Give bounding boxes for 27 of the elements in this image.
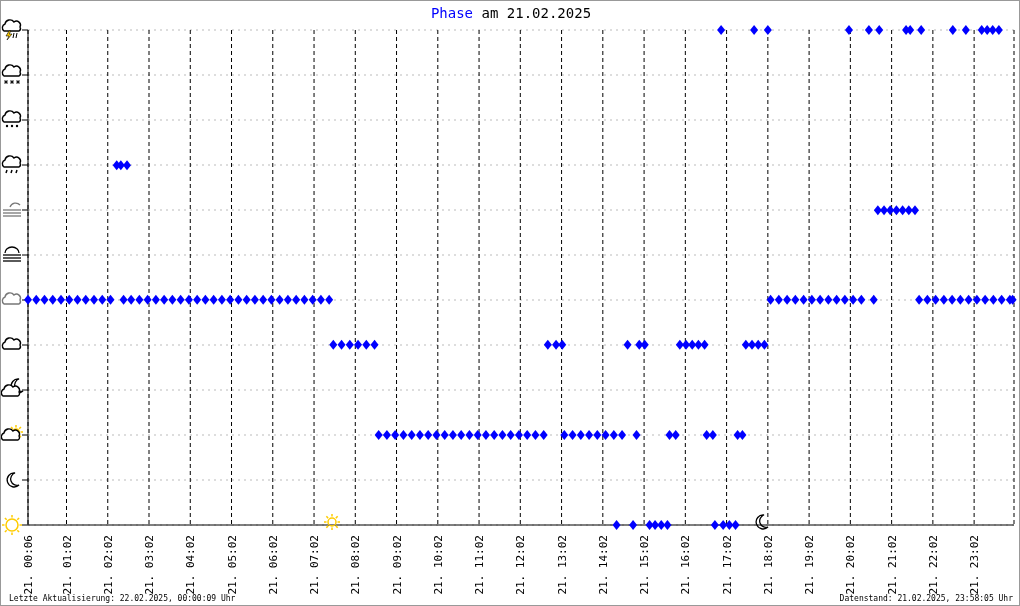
x-tick-label: 21. 16:02: [679, 535, 693, 595]
x-tick-label: 21. 03:02: [143, 535, 157, 595]
x-tick-label: 21. 21:02: [885, 535, 899, 595]
x-tick-label: 21. 00:06: [22, 535, 35, 595]
x-tick-label: 21. 19:02: [803, 535, 817, 595]
x-tick-label: 21. 13:02: [555, 535, 569, 595]
x-tick-label: 21. 15:02: [638, 535, 652, 595]
x-tick-label: 21. 17:02: [720, 535, 734, 595]
x-tick-label: 21. 18:02: [761, 535, 775, 595]
x-tick-label: 21. 01:02: [60, 535, 74, 595]
x-tick-label: 21. 23:02: [968, 535, 982, 595]
chart-title: Phase am 21.02.2025: [430, 5, 592, 21]
text: Letzte Aktualisierung: 22.02.2025, 00:00:09 Uhr: [9, 594, 236, 603]
x-tick-label: 21. 08:02: [349, 535, 363, 595]
x-tick-label: 21. 22:02: [926, 535, 940, 595]
x-tick-label: 21. 06:02: [266, 535, 280, 595]
x-tick-label: 21. 09:02: [390, 535, 404, 595]
x-tick-label: 21. 05:02: [225, 535, 239, 595]
text: Datenstand: 21.02.2025, 23:58:05 Uhr: [839, 594, 1013, 603]
x-tick-label: 21. 11:02: [473, 535, 487, 595]
x-tick-label: 21. 20:02: [844, 535, 858, 595]
x-tick-label: 21. 12:02: [514, 535, 528, 595]
x-tick-label: 21. 04:02: [184, 535, 198, 595]
x-tick-label: 21. 10:02: [431, 535, 445, 595]
x-tick-label: 21. 14:02: [596, 535, 610, 595]
x-tick-label: 21. 07:02: [308, 535, 322, 595]
x-tick-label: 21. 02:02: [101, 535, 115, 595]
